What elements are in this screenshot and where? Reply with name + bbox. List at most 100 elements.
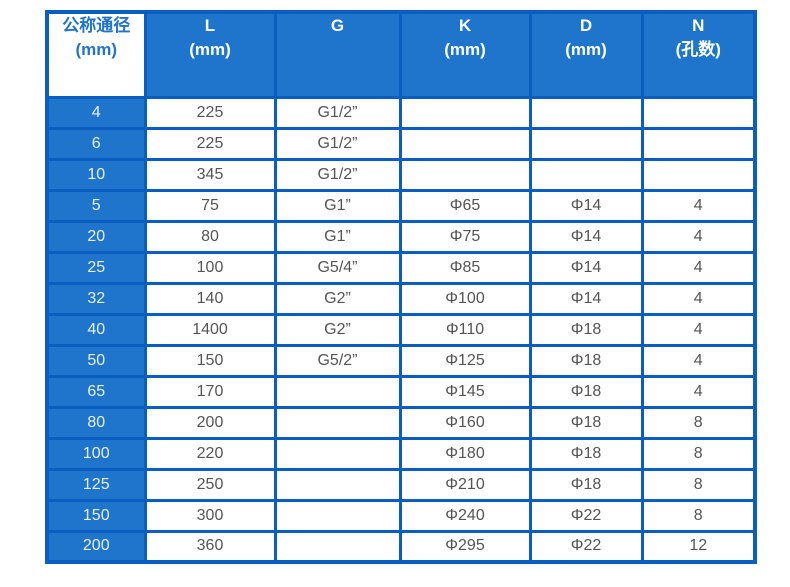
col-header-d: D (mm) (528, 10, 644, 99)
row-header-cell: 6 (45, 126, 147, 161)
data-cell-n: 4 (640, 312, 757, 347)
data-cell-g (273, 498, 402, 533)
table-row: 150 300 Φ240 Φ22 8 (45, 498, 757, 533)
table-row: 4 225 G1/2” (45, 95, 757, 130)
table-row: 50 150 G5/2” Φ125 Φ18 4 (45, 343, 757, 378)
data-cell-g: G1/2” (273, 126, 402, 161)
data-cell-d (528, 126, 644, 161)
col-header-label: K (458, 16, 472, 35)
data-cell-l: 80 (143, 219, 277, 254)
data-cell-k: Φ85 (398, 250, 532, 285)
header-row: 公称通径 (mm) L (mm) G K (mm) D (mm) (45, 10, 757, 99)
data-cell-n: 4 (640, 374, 757, 409)
data-cell-l: 170 (143, 374, 277, 409)
table-row: 25 100 G5/4” Φ85 Φ14 4 (45, 250, 757, 285)
data-cell-k: Φ65 (398, 188, 532, 223)
data-cell-g: G1” (273, 188, 402, 223)
row-header-cell: 65 (45, 374, 147, 409)
data-cell-d: Φ18 (528, 467, 644, 502)
data-cell-k: Φ145 (398, 374, 532, 409)
data-cell-l: 345 (143, 157, 277, 192)
table-row: 100 220 Φ180 Φ18 8 (45, 436, 757, 471)
data-cell-k: Φ110 (398, 312, 532, 347)
data-cell-k: Φ295 (398, 529, 532, 564)
data-cell-d (528, 157, 644, 192)
data-cell-d (528, 95, 644, 130)
col-header-sub (278, 38, 397, 62)
table-row: 5 75 G1” Φ65 Φ14 4 (45, 188, 757, 223)
table-row: 125 250 Φ210 Φ18 8 (45, 467, 757, 502)
data-cell-g (273, 529, 402, 564)
data-cell-d: Φ18 (528, 343, 644, 378)
data-cell-l: 225 (143, 126, 277, 161)
col-header-sub: (mm) (565, 40, 607, 59)
data-cell-g: G2” (273, 281, 402, 316)
col-header-sub: (mm) (189, 40, 231, 59)
data-cell-k: Φ125 (398, 343, 532, 378)
spec-table: 公称通径 (mm) L (mm) G K (mm) D (mm) (45, 10, 757, 564)
data-cell-g: G1/2” (273, 157, 402, 192)
data-cell-g (273, 405, 402, 440)
data-cell-l: 300 (143, 498, 277, 533)
col-header-l: L (mm) (143, 10, 277, 99)
data-cell-d: Φ18 (528, 405, 644, 440)
col-header-k: K (mm) (398, 10, 532, 99)
data-cell-n (640, 157, 757, 192)
data-cell-g: G5/2” (273, 343, 402, 378)
col-header-label: L (204, 16, 216, 35)
data-cell-k: Φ100 (398, 281, 532, 316)
data-cell-k: Φ210 (398, 467, 532, 502)
col-header-sub: (mm) (75, 40, 118, 59)
data-cell-l: 100 (143, 250, 277, 285)
row-header-cell: 40 (45, 312, 147, 347)
data-cell-d: Φ14 (528, 188, 644, 223)
data-cell-n: 4 (640, 281, 757, 316)
data-cell-l: 200 (143, 405, 277, 440)
data-cell-g (273, 374, 402, 409)
data-cell-k: Φ160 (398, 405, 532, 440)
data-cell-n: 4 (640, 250, 757, 285)
row-header-cell: 32 (45, 281, 147, 316)
data-cell-n: 4 (640, 219, 757, 254)
data-cell-n: 4 (640, 188, 757, 223)
data-cell-n (640, 95, 757, 130)
page: 公称通径 (mm) L (mm) G K (mm) D (mm) (45, 10, 757, 564)
data-cell-l: 140 (143, 281, 277, 316)
table-row: 20 80 G1” Φ75 Φ14 4 (45, 219, 757, 254)
col-header-dn: 公称通径 (mm) (45, 10, 147, 99)
col-header-label: D (579, 16, 593, 35)
table-row: 65 170 Φ145 Φ18 4 (45, 374, 757, 409)
row-header-cell: 4 (45, 95, 147, 130)
data-cell-d: Φ18 (528, 436, 644, 471)
row-header-cell: 125 (45, 467, 147, 502)
data-cell-g (273, 467, 402, 502)
data-cell-d: Φ18 (528, 374, 644, 409)
data-cell-g: G5/4” (273, 250, 402, 285)
data-cell-d: Φ22 (528, 529, 644, 564)
data-cell-k: Φ180 (398, 436, 532, 471)
data-cell-n: 12 (640, 529, 757, 564)
data-cell-l: 220 (143, 436, 277, 471)
row-header-cell: 100 (45, 436, 147, 471)
row-header-cell: 80 (45, 405, 147, 440)
row-header-cell: 5 (45, 188, 147, 223)
data-cell-k (398, 157, 532, 192)
row-header-cell: 150 (45, 498, 147, 533)
data-cell-d: Φ22 (528, 498, 644, 533)
table-row: 200 360 Φ295 Φ22 12 (45, 529, 757, 564)
data-cell-g: G1/2” (273, 95, 402, 130)
data-cell-d: Φ18 (528, 312, 644, 347)
data-cell-n: 8 (640, 467, 757, 502)
data-cell-l: 250 (143, 467, 277, 502)
data-cell-l: 1400 (143, 312, 277, 347)
table-row: 80 200 Φ160 Φ18 8 (45, 405, 757, 440)
data-cell-d: Φ14 (528, 281, 644, 316)
data-cell-l: 150 (143, 343, 277, 378)
table-row: 10 345 G1/2” (45, 157, 757, 192)
data-cell-n (640, 126, 757, 161)
data-cell-l: 360 (143, 529, 277, 564)
row-header-cell: 10 (45, 157, 147, 192)
row-header-cell: 20 (45, 219, 147, 254)
data-cell-g: G2” (273, 312, 402, 347)
table-row: 40 1400 G2” Φ110 Φ18 4 (45, 312, 757, 347)
